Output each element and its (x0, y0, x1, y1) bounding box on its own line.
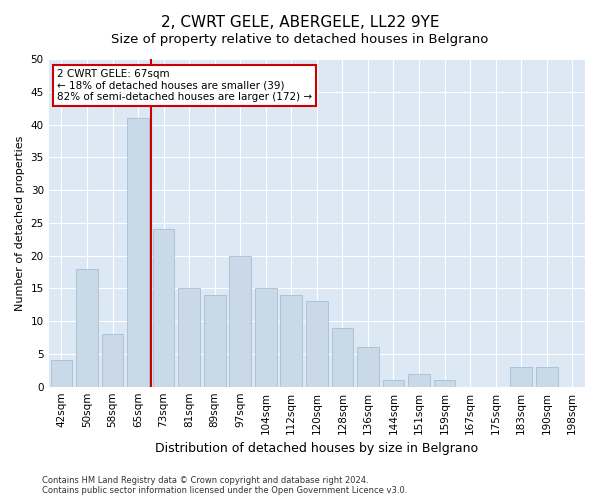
Y-axis label: Number of detached properties: Number of detached properties (15, 135, 25, 310)
X-axis label: Distribution of detached houses by size in Belgrano: Distribution of detached houses by size … (155, 442, 478, 455)
Text: 2, CWRT GELE, ABERGELE, LL22 9YE: 2, CWRT GELE, ABERGELE, LL22 9YE (161, 15, 439, 30)
Bar (101, 334, 124, 386)
Bar (178, 288, 200, 386)
Bar (229, 256, 251, 386)
Bar (76, 268, 98, 386)
Bar (434, 380, 455, 386)
Bar (510, 367, 532, 386)
Text: Contains HM Land Registry data © Crown copyright and database right 2024.
Contai: Contains HM Land Registry data © Crown c… (42, 476, 407, 495)
Bar (50, 360, 72, 386)
Bar (127, 118, 149, 386)
Bar (306, 302, 328, 386)
Bar (383, 380, 404, 386)
Bar (536, 367, 557, 386)
Bar (204, 295, 226, 386)
Bar (153, 230, 175, 386)
Bar (357, 348, 379, 387)
Bar (255, 288, 277, 386)
Text: Size of property relative to detached houses in Belgrano: Size of property relative to detached ho… (112, 32, 488, 46)
Bar (408, 374, 430, 386)
Text: 2 CWRT GELE: 67sqm
← 18% of detached houses are smaller (39)
82% of semi-detache: 2 CWRT GELE: 67sqm ← 18% of detached hou… (57, 69, 312, 102)
Bar (280, 295, 302, 386)
Bar (332, 328, 353, 386)
